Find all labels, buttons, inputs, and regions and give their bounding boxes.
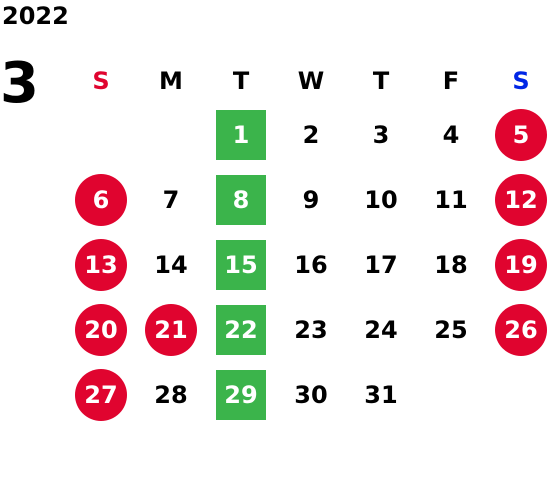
calendar-month: 3 — [0, 51, 39, 116]
day-8[interactable]: 8 — [216, 174, 266, 225]
day-17[interactable]: 17 — [364, 250, 398, 279]
day-4[interactable]: 4 — [442, 120, 460, 149]
week-row: 27 28 29 30 31 — [66, 362, 548, 427]
day-cell: 8 — [206, 167, 276, 232]
weekday-sunday: S — [92, 67, 110, 95]
day-13[interactable]: 13 — [75, 238, 127, 291]
day-21[interactable]: 21 — [145, 303, 197, 356]
week-row: 1 2 3 4 5 — [66, 102, 548, 167]
day-29[interactable]: 29 — [216, 369, 266, 420]
weekday-thursday: T — [372, 67, 390, 95]
day-cell: 30 — [276, 362, 346, 427]
day-cell: 14 — [136, 232, 206, 297]
day-cell: 12 — [486, 167, 548, 232]
day-cell: 29 — [206, 362, 276, 427]
weekday-tuesday: T — [232, 67, 250, 95]
day-7[interactable]: 7 — [162, 185, 180, 214]
day-cell: 5 — [486, 102, 548, 167]
weekday-monday: M — [159, 67, 183, 95]
day-cell: 15 — [206, 232, 276, 297]
day-19[interactable]: 19 — [495, 238, 547, 291]
day-cell — [416, 362, 486, 427]
day-11[interactable]: 11 — [434, 185, 468, 214]
day-25[interactable]: 25 — [434, 315, 468, 344]
day-23[interactable]: 23 — [294, 315, 328, 344]
day-28[interactable]: 28 — [154, 380, 188, 409]
day-27[interactable]: 27 — [75, 368, 127, 421]
day-cell: 9 — [276, 167, 346, 232]
day-cell: 4 — [416, 102, 486, 167]
day-3[interactable]: 3 — [372, 120, 390, 149]
day-cell — [66, 102, 136, 167]
day-5[interactable]: 5 — [495, 108, 547, 161]
calendar-year: 2022 — [2, 2, 69, 30]
weekday-friday: F — [442, 67, 460, 95]
calendar-weeks: 1 2 3 4 5 6 7 8 9 10 11 12 13 14 15 16 17 18 19 20 21 22 23 24 2… — [66, 102, 548, 427]
day-18[interactable]: 18 — [434, 250, 468, 279]
day-14[interactable]: 14 — [154, 250, 188, 279]
day-cell: 27 — [66, 362, 136, 427]
calendar-grid: S M T W T F S 1 2 3 4 5 6 7 8 9 10 11 12 13 14 15 16 17 1… — [66, 60, 548, 427]
day-cell: 22 — [206, 297, 276, 362]
day-cell: 31 — [346, 362, 416, 427]
day-30[interactable]: 30 — [294, 380, 328, 409]
day-15[interactable]: 15 — [216, 239, 266, 290]
day-cell: 10 — [346, 167, 416, 232]
week-row: 20 21 22 23 24 25 26 — [66, 297, 548, 362]
day-cell: 26 — [486, 297, 548, 362]
day-cell: 24 — [346, 297, 416, 362]
day-26[interactable]: 26 — [495, 303, 547, 356]
day-1[interactable]: 1 — [216, 109, 266, 160]
day-20[interactable]: 20 — [75, 303, 127, 356]
day-cell: 3 — [346, 102, 416, 167]
day-cell: 28 — [136, 362, 206, 427]
day-cell: 20 — [66, 297, 136, 362]
day-12[interactable]: 12 — [495, 173, 547, 226]
day-cell — [486, 362, 548, 427]
day-6[interactable]: 6 — [75, 173, 127, 226]
day-cell: 7 — [136, 167, 206, 232]
day-cell: 19 — [486, 232, 548, 297]
day-24[interactable]: 24 — [364, 315, 398, 344]
day-cell: 2 — [276, 102, 346, 167]
day-cell: 1 — [206, 102, 276, 167]
day-cell: 23 — [276, 297, 346, 362]
day-cell: 25 — [416, 297, 486, 362]
weekday-header-row: S M T W T F S — [66, 60, 548, 102]
week-row: 6 7 8 9 10 11 12 — [66, 167, 548, 232]
day-16[interactable]: 16 — [294, 250, 328, 279]
day-cell: 21 — [136, 297, 206, 362]
day-cell: 6 — [66, 167, 136, 232]
day-cell: 11 — [416, 167, 486, 232]
day-9[interactable]: 9 — [302, 185, 320, 214]
weekday-saturday: S — [512, 67, 530, 95]
day-cell — [136, 102, 206, 167]
weekday-wednesday: W — [297, 67, 325, 95]
day-cell: 17 — [346, 232, 416, 297]
day-cell: 16 — [276, 232, 346, 297]
week-row: 13 14 15 16 17 18 19 — [66, 232, 548, 297]
day-cell: 13 — [66, 232, 136, 297]
day-31[interactable]: 31 — [364, 380, 398, 409]
day-cell: 18 — [416, 232, 486, 297]
day-10[interactable]: 10 — [364, 185, 398, 214]
day-22[interactable]: 22 — [216, 304, 266, 355]
day-2[interactable]: 2 — [302, 120, 320, 149]
